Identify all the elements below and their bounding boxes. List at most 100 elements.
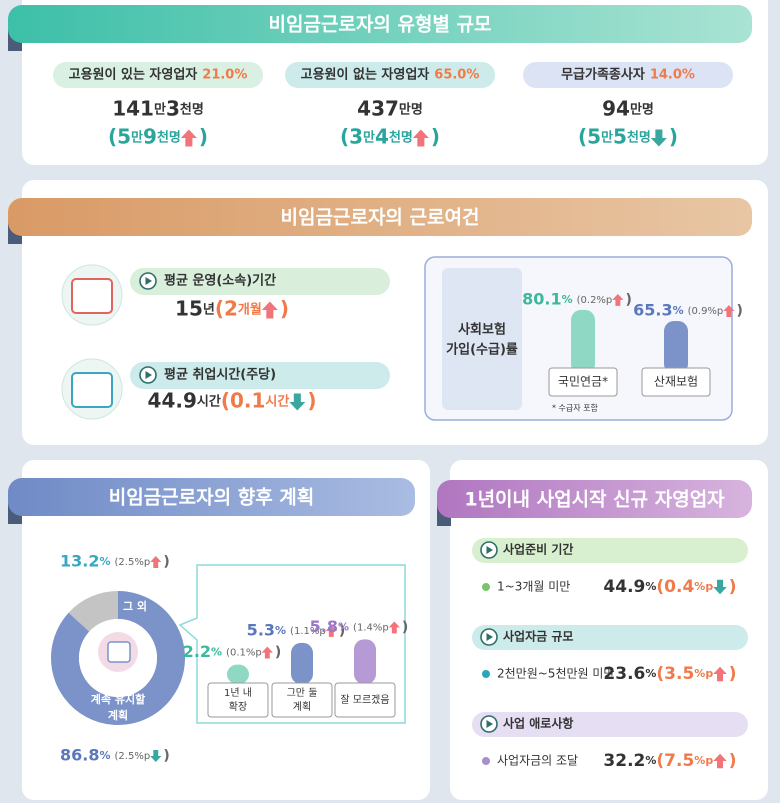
- value-text: (: [221, 389, 230, 413]
- value-text: 3: [166, 97, 180, 121]
- up-arrow: [612, 293, 624, 306]
- value-text: 141: [112, 97, 154, 121]
- value-text: 천명: [389, 130, 413, 146]
- value-label: 5.3: [247, 620, 275, 639]
- value-text: 9: [143, 125, 157, 149]
- icon: [71, 372, 113, 408]
- value-text: ): [163, 748, 169, 764]
- down-arrow: [289, 393, 306, 411]
- item-label: 사업자금 규모: [503, 629, 573, 644]
- value-text: ): [199, 125, 208, 149]
- header-bar: [8, 478, 415, 516]
- value-line: 437 만명: [357, 97, 423, 121]
- value-text: ): [339, 623, 345, 639]
- value-text: ): [736, 303, 742, 319]
- header-bar: [437, 480, 752, 518]
- icon: [71, 278, 113, 314]
- up-arrow: [180, 129, 197, 147]
- value-text: (2.5%p: [115, 751, 151, 762]
- value-line: 15 년 (2 개월): [175, 297, 289, 321]
- value-line: 5.3% (1.1%p): [247, 620, 346, 639]
- value-line: 2.2% (0.1%p): [183, 642, 282, 661]
- value-label: 13.2: [60, 552, 99, 571]
- value-text: 년: [203, 303, 215, 318]
- value-text: 5: [613, 125, 627, 149]
- value-text: (: [656, 664, 664, 684]
- value-line: 65.3% (0.9%p): [633, 301, 743, 320]
- bar-label-box: [548, 367, 618, 397]
- bar-label: 계획: [293, 701, 311, 713]
- donut-label: 그 외: [123, 599, 147, 613]
- value-text: ): [280, 297, 289, 321]
- value-text: 고용원이 없는 자영업자: [301, 67, 430, 83]
- value-text: (0.9%p: [688, 306, 724, 317]
- bar: [571, 309, 595, 374]
- header-bar: [8, 5, 752, 43]
- down-arrow: [150, 750, 162, 762]
- header-bar: [8, 198, 752, 236]
- value-text: ): [163, 554, 169, 570]
- value-text: 시간: [197, 394, 221, 410]
- value-text: 5: [587, 125, 601, 149]
- play-icon: [486, 720, 493, 728]
- down-arrow: [650, 129, 667, 147]
- value-text: 4: [375, 125, 389, 149]
- bar-label: 국민연금*: [558, 375, 608, 389]
- value-text: %: [645, 667, 656, 680]
- value-text: 0.4: [664, 577, 694, 597]
- value-text: 3.5: [664, 664, 694, 684]
- value-text: 65.0%: [434, 68, 479, 83]
- bullet: [482, 757, 490, 765]
- value-line: 44.9 시간 (0.1 시간): [148, 389, 317, 413]
- value-text: 만명: [630, 102, 654, 118]
- value-text: %: [673, 304, 684, 317]
- value-text: %: [211, 646, 222, 659]
- value-text: ): [669, 125, 678, 149]
- bar-label: 확장: [229, 701, 247, 713]
- value-text: (0.2%p: [577, 295, 613, 306]
- value-text: 만명: [399, 102, 423, 118]
- value-label: 65.3: [633, 301, 672, 320]
- value-label: 5.8: [310, 617, 338, 636]
- value-text: ): [625, 292, 631, 308]
- section-title: 1년이내 사업시작 신규 자영업자: [464, 489, 725, 511]
- value-line: 5.8% (1.4%p): [310, 617, 409, 636]
- value-text: 15: [175, 297, 203, 321]
- donut-label: 계속 유지할: [91, 692, 145, 706]
- up-arrow: [723, 305, 735, 317]
- section-title: 비임금근로자의 유형별 규모: [269, 14, 492, 36]
- value-text: ): [729, 664, 737, 684]
- item-label: 1~3개월 미만: [497, 580, 570, 594]
- item-label: 평균 운영(소속)기간: [164, 273, 276, 289]
- value-text: 개월: [238, 302, 262, 318]
- value-line: (5 만 9 천명): [108, 125, 208, 149]
- bullet: [482, 670, 490, 678]
- value-text: ): [431, 125, 440, 149]
- bar-label-box: [271, 682, 333, 718]
- bar: [664, 321, 688, 374]
- pill: [130, 362, 390, 389]
- value-line: (3 만 4 천명): [340, 125, 440, 149]
- value-text: %p: [694, 580, 713, 593]
- value-text: %p: [694, 754, 713, 767]
- value-text: %p: [694, 667, 713, 680]
- value-label: 2.2: [183, 642, 211, 661]
- value-text: 44.9: [603, 577, 645, 597]
- value-text: %: [645, 754, 656, 767]
- value-text: 23.6: [603, 664, 645, 684]
- play-icon: [145, 371, 152, 379]
- bar: [291, 642, 313, 684]
- value-text: (: [656, 751, 664, 771]
- play-icon: [486, 546, 493, 554]
- value-text: %: [338, 620, 349, 633]
- value-line: 무급가족종사자 14.0%: [561, 67, 695, 83]
- value-line: 86.8% (2.5%p): [60, 746, 170, 765]
- value-line: 13.2% (2.5%p): [60, 552, 170, 571]
- insurance-title-box: [442, 268, 522, 410]
- up-arrow: [412, 129, 429, 147]
- value-text: 21.0%: [202, 68, 247, 83]
- bar-label-box: [207, 682, 269, 718]
- bar-label: 그만 둘: [287, 687, 318, 699]
- up-arrow: [261, 301, 278, 319]
